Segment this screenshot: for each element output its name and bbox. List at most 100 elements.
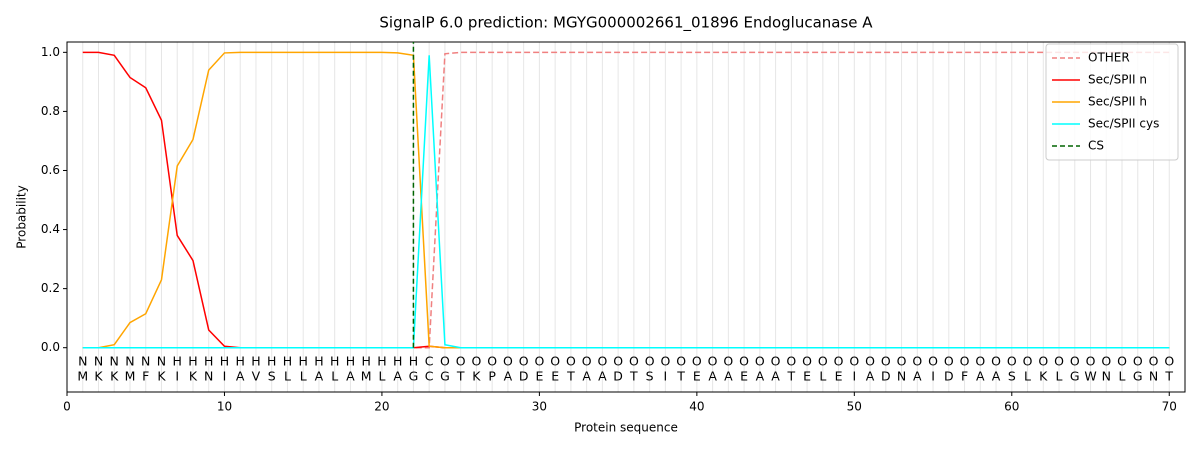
- region-label: H: [188, 354, 197, 369]
- residue: G: [440, 369, 450, 384]
- region-label: O: [660, 354, 670, 369]
- legend-label: Sec/SPII n: [1088, 73, 1147, 87]
- residue: I: [175, 369, 179, 384]
- series-line: [82, 51, 1170, 349]
- residue: K: [1039, 369, 1048, 384]
- residue: I: [223, 369, 227, 384]
- residue: A: [393, 369, 402, 384]
- region-label: O: [723, 354, 733, 369]
- region-label: N: [94, 354, 103, 369]
- region-label: O: [1038, 354, 1048, 369]
- residue: K: [157, 369, 166, 384]
- region-label: O: [975, 354, 985, 369]
- residue: A: [598, 369, 607, 384]
- residue: E: [803, 369, 811, 384]
- residue: I: [852, 369, 856, 384]
- region-label: H: [251, 354, 260, 369]
- plot-frame: [66, 41, 1186, 393]
- residue: A: [976, 369, 985, 384]
- region-label: H: [267, 354, 276, 369]
- residue: T: [566, 369, 575, 384]
- region-label: H: [346, 354, 355, 369]
- region-label: O: [487, 354, 497, 369]
- residue: K: [94, 369, 103, 384]
- region-label: H: [220, 354, 229, 369]
- region-label: H: [236, 354, 245, 369]
- region-label: N: [110, 354, 119, 369]
- region-label: O: [849, 354, 859, 369]
- residue: A: [724, 369, 733, 384]
- region-label: N: [78, 354, 87, 369]
- residue: K: [189, 369, 198, 384]
- region-label: O: [708, 354, 718, 369]
- region-label: O: [471, 354, 481, 369]
- residue: T: [1164, 369, 1173, 384]
- region-label: O: [1117, 354, 1127, 369]
- legend-label: Sec/SPII cys: [1088, 117, 1159, 131]
- region-label: N: [125, 354, 134, 369]
- legend-label: OTHER: [1088, 51, 1130, 65]
- residue: A: [771, 369, 780, 384]
- residue: M: [125, 369, 136, 384]
- residue: L: [1056, 369, 1063, 384]
- x-tick-label: 50: [847, 400, 862, 414]
- region-label: O: [802, 354, 812, 369]
- residue: C: [425, 369, 434, 384]
- region-label: H: [393, 354, 402, 369]
- x-tick-label: 70: [1162, 400, 1177, 414]
- region-label: O: [597, 354, 607, 369]
- y-tick-label: 0.4: [41, 222, 60, 236]
- region-label: H: [173, 354, 182, 369]
- region-label: O: [1101, 354, 1111, 369]
- legend-box: [1045, 43, 1179, 161]
- region-label: O: [960, 354, 970, 369]
- residue: N: [1102, 369, 1111, 384]
- residue: M: [361, 369, 372, 384]
- region-label: O: [865, 354, 875, 369]
- region-label: O: [818, 354, 828, 369]
- region-label: O: [456, 354, 466, 369]
- region-label: H: [409, 354, 418, 369]
- region-label: O: [1086, 354, 1096, 369]
- residue: S: [1008, 369, 1016, 384]
- residue: N: [897, 369, 906, 384]
- residue: I: [931, 369, 935, 384]
- region-label: O: [771, 354, 781, 369]
- residue: D: [613, 369, 623, 384]
- region-label: O: [739, 354, 749, 369]
- y-tick-label: 0.2: [41, 281, 60, 295]
- residue: A: [236, 369, 245, 384]
- region-label: O: [881, 354, 891, 369]
- legend: OTHER Sec/SPII n Sec/SPII h Sec/SPII cys CS: [1045, 43, 1179, 161]
- series-line: [82, 55, 1170, 349]
- x-tick-label: 0: [63, 400, 71, 414]
- residue: S: [646, 369, 654, 384]
- residue: L: [819, 369, 826, 384]
- region-label: H: [298, 354, 307, 369]
- residue: F: [961, 369, 968, 384]
- region-label: O: [897, 354, 907, 369]
- residue: A: [913, 369, 922, 384]
- residue: M: [77, 369, 88, 384]
- residue: I: [664, 369, 668, 384]
- y-axis-label: Probability: [15, 185, 29, 248]
- residue: A: [992, 369, 1001, 384]
- region-label: O: [1164, 354, 1174, 369]
- residue: K: [472, 369, 481, 384]
- residue: A: [504, 369, 513, 384]
- region-label: N: [157, 354, 166, 369]
- residue: D: [944, 369, 954, 384]
- region-label: O: [786, 354, 796, 369]
- residue: T: [629, 369, 638, 384]
- region-label: O: [834, 354, 844, 369]
- residue: N: [1149, 369, 1158, 384]
- residue: T: [456, 369, 465, 384]
- region-label: N: [141, 354, 150, 369]
- region-label: H: [361, 354, 370, 369]
- legend-label: CS: [1088, 139, 1104, 153]
- residue: E: [551, 369, 559, 384]
- residue: A: [346, 369, 355, 384]
- region-label: C: [425, 354, 434, 369]
- residue: T: [676, 369, 685, 384]
- region-label: O: [566, 354, 576, 369]
